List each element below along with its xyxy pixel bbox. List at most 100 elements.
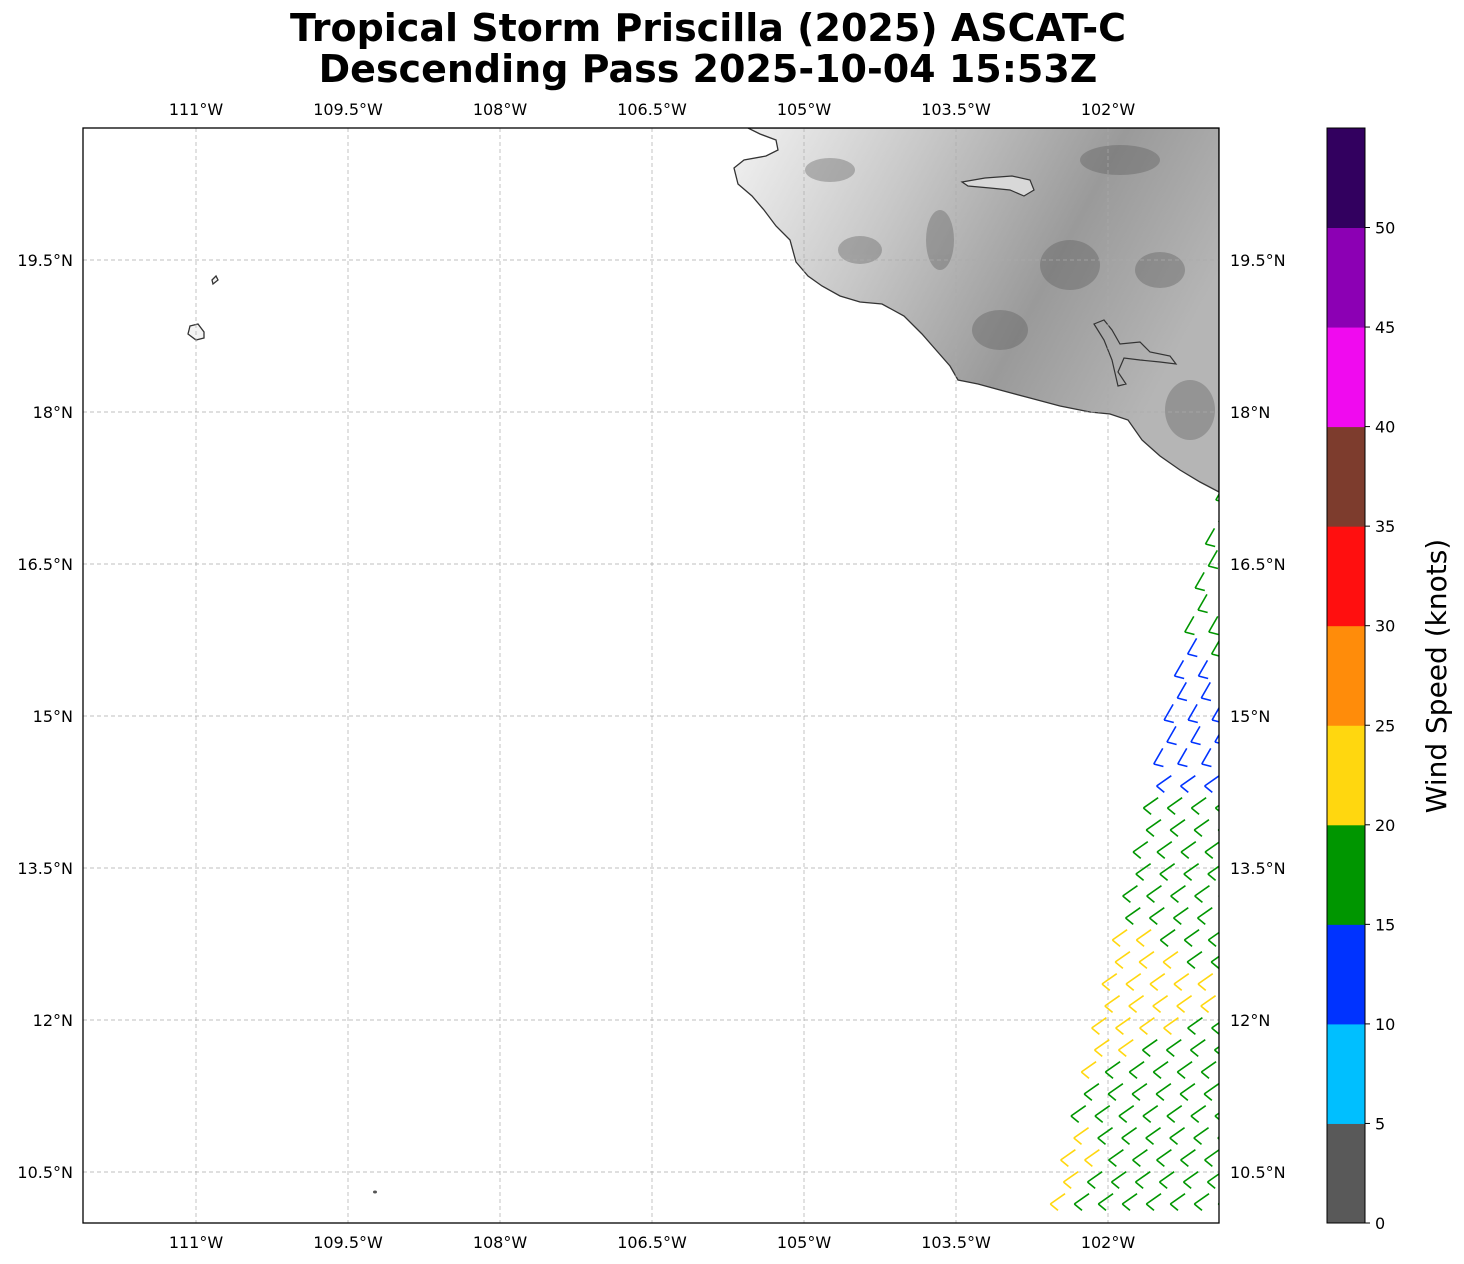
colorbar-label: Wind Speed (knots): [1420, 539, 1453, 813]
wind-barb-133: [1110, 1171, 1127, 1189]
barb-staff: [1115, 1017, 1131, 1029]
barb-flag: [1141, 1049, 1151, 1057]
barb-staff: [1118, 1039, 1134, 1051]
lat-label-left-0: 19.5°N: [17, 251, 73, 270]
wind-barb-42: [1132, 841, 1149, 859]
barb-staff: [1159, 863, 1176, 875]
barb-flag: [1173, 917, 1182, 925]
barb-flag: [1228, 1094, 1236, 1100]
barb-staff: [1184, 616, 1195, 633]
lon-labels-bottom: 111°W 109.5°W 108°W 106.5°W 105°W 103.5°W 102°…: [169, 1233, 1136, 1252]
barb-staff: [1110, 1171, 1127, 1183]
barb-staff: [1182, 1171, 1199, 1183]
barb-flag: [1204, 785, 1213, 793]
barb-staff: [1210, 639, 1219, 655]
barb-staff: [1073, 1127, 1090, 1139]
wind-barb-61: [1111, 929, 1128, 947]
lat-label-left-4: 13.5°N: [17, 859, 73, 878]
barb-flag: [1125, 983, 1135, 991]
wind-barb-130: [1204, 1149, 1219, 1167]
barb-staff: [1121, 1127, 1138, 1139]
barb-flag: [1183, 873, 1193, 881]
barb-staff: [1217, 1202, 1219, 1205]
barb-staff: [1214, 804, 1219, 809]
wind-barb-122: [1193, 1127, 1210, 1145]
barb-staff: [1186, 638, 1198, 655]
barb-flag: [1174, 675, 1185, 680]
wind-barb-8: [1222, 594, 1232, 612]
barb-flag: [1204, 1159, 1213, 1167]
wind-barb-65: [1207, 931, 1219, 947]
barb-flag: [1214, 807, 1219, 813]
wind-barb-93: [1165, 1039, 1182, 1057]
barb-flag: [1166, 741, 1177, 746]
barb-staff: [1118, 1105, 1135, 1117]
lon-label-top-2: 108°W: [473, 100, 528, 119]
barb-flag: [1153, 763, 1164, 768]
wind-barb-96: [1080, 1061, 1097, 1079]
wind-barb-86: [1139, 1017, 1155, 1035]
barb-staff: [1128, 1061, 1145, 1073]
barb-staff: [1214, 733, 1219, 743]
barb-flag: [1190, 807, 1200, 815]
barb-staff: [1179, 1083, 1196, 1095]
colorbar-tick-label-2: 10: [1375, 1015, 1395, 1034]
barb-flag: [1139, 1027, 1148, 1035]
lon-label-bottom-5: 103.5°W: [921, 1233, 991, 1252]
barb-staff: [1183, 929, 1200, 941]
wind-barb-110: [1070, 1105, 1087, 1123]
wind-barb-77: [1222, 974, 1237, 991]
barb-flag: [1166, 807, 1176, 815]
wind-barb-35: [1166, 797, 1183, 815]
barb-flag: [1121, 1137, 1131, 1145]
barb-staff: [1225, 1062, 1240, 1072]
barb-staff: [1193, 1127, 1210, 1139]
barb-flag: [1152, 1005, 1162, 1013]
barb-flag: [1166, 1115, 1176, 1123]
wind-barb-56: [1125, 907, 1141, 925]
barb-staff: [1187, 1017, 1203, 1029]
barb-staff: [1162, 951, 1179, 963]
barb-staff: [1190, 797, 1207, 809]
barb-flag: [1222, 676, 1232, 679]
wind-barb-12: [1210, 639, 1219, 657]
wind-barb-55: [1218, 894, 1219, 898]
barb-staff: [1142, 797, 1159, 809]
island-clarion: [373, 1190, 377, 1194]
wind-barb-59: [1197, 907, 1213, 925]
wind-barb-101: [1200, 1061, 1217, 1079]
barb-flag: [1115, 1027, 1124, 1035]
wind-barb-97: [1104, 1061, 1121, 1079]
barb-staff: [1163, 1017, 1179, 1029]
barb-staff: [1049, 1193, 1066, 1205]
wind-barb-104: [1107, 1083, 1124, 1101]
barb-flag: [1218, 588, 1219, 589]
wind-barb-9: [1184, 616, 1195, 636]
wind-barb-103: [1083, 1083, 1100, 1101]
wind-barb-7: [1197, 594, 1208, 614]
barb-staff: [1176, 995, 1193, 1007]
barb-staff: [1152, 1061, 1169, 1073]
barb-flag: [1149, 917, 1158, 925]
wind-barb-37: [1214, 804, 1219, 813]
barb-staff: [1177, 748, 1188, 765]
wind-barb-52: [1146, 885, 1162, 903]
wind-barb-75: [1173, 973, 1190, 991]
barb-staff: [1173, 660, 1185, 677]
wind-barb-63: [1159, 929, 1176, 947]
barb-flag: [1086, 1181, 1096, 1189]
island-san-benedicto: [211, 274, 219, 286]
barb-flag: [1197, 917, 1206, 925]
barb-staff: [1145, 1127, 1162, 1139]
barb-staff: [1097, 1127, 1114, 1139]
barb-flag: [1176, 1005, 1186, 1013]
lat-labels-right: 19.5°N 18°N 16.5°N 15°N 13.5°N 12°N 10.5°N: [1230, 251, 1286, 1182]
wind-barb-94: [1189, 1039, 1206, 1057]
wind-barb-46: [1135, 863, 1152, 881]
barb-flag: [1177, 697, 1188, 702]
barb-flag: [1214, 741, 1219, 744]
wind-barb-21: [1187, 704, 1198, 724]
barb-flag: [1231, 1182, 1239, 1188]
wind-barb-64: [1183, 929, 1200, 947]
barb-flag: [1094, 1115, 1104, 1123]
